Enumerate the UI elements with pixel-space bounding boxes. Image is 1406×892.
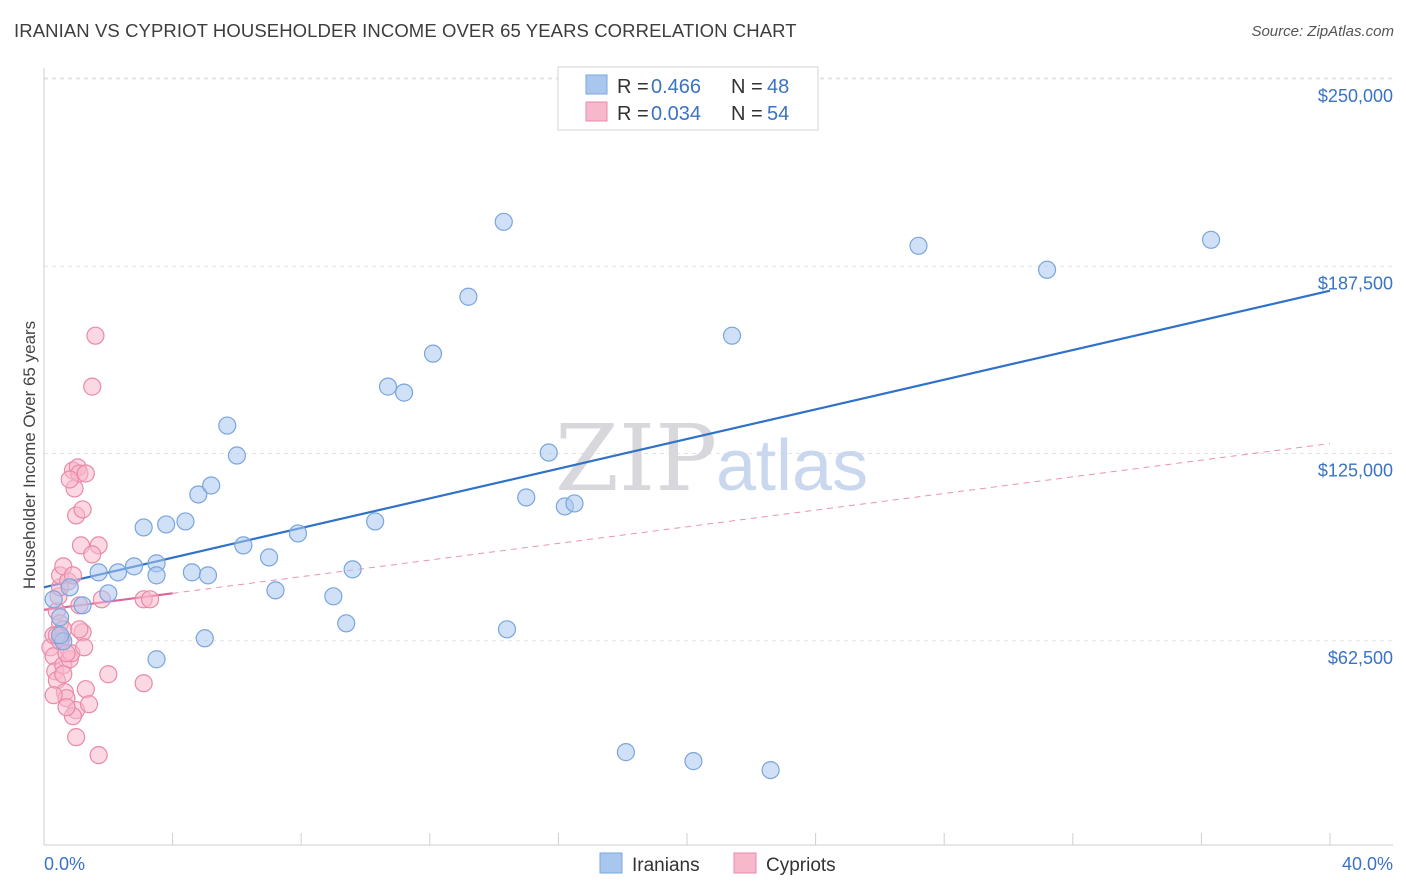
bottom-legend-swatch-iranians xyxy=(599,852,623,874)
y-tick-label-1: $125,000 xyxy=(1318,461,1393,481)
point-iranians-46 xyxy=(195,629,214,648)
point-iranians-18 xyxy=(218,416,237,435)
point-iranians-16 xyxy=(176,512,195,531)
legend-n-value-1: 48 xyxy=(767,76,789,98)
point-iranians-25 xyxy=(343,560,362,579)
point-cypriots-34 xyxy=(99,665,118,684)
point-iranians-15 xyxy=(189,485,208,504)
y-tick-label-2: $187,500 xyxy=(1318,273,1393,293)
point-iranians-45 xyxy=(1201,230,1221,249)
point-cypriots-39 xyxy=(76,464,95,483)
source-label: Source: ZipAtlas.com xyxy=(1251,23,1394,40)
point-iranians-22 xyxy=(259,548,279,567)
axes xyxy=(43,68,1393,846)
point-iranians-11 xyxy=(134,518,153,537)
point-iranians-36 xyxy=(539,443,558,462)
legend-n-label-2: N = xyxy=(731,103,763,125)
legend-swatch-iranians xyxy=(585,74,608,95)
bottom-legend-cypriots: Cypriots xyxy=(766,855,836,876)
point-iranians-28 xyxy=(366,512,385,531)
point-iranians-1 xyxy=(50,608,70,627)
y-tick-labels: $62,500 $125,000 $187,500 $250,000 xyxy=(1318,86,1393,668)
point-cypriots-53 xyxy=(83,545,102,564)
point-cypriots-38 xyxy=(60,470,79,489)
point-iranians-3 xyxy=(50,626,70,645)
y-tick-label-0: $62,500 xyxy=(1328,648,1393,668)
point-iranians-34 xyxy=(497,620,517,639)
point-cypriots-49 xyxy=(73,500,92,519)
point-iranians-8 xyxy=(99,584,118,603)
correlation-legend: R = 0.466 N = 48 R = 0.034 N = 54 xyxy=(557,66,819,131)
point-iranians-21 xyxy=(234,536,253,555)
point-iranians-0 xyxy=(44,590,63,609)
watermark-atlas: atlas xyxy=(716,426,868,506)
legend-n-value-2: 54 xyxy=(767,103,789,125)
y-tick-label-3: $250,000 xyxy=(1318,86,1393,106)
point-iranians-47 xyxy=(147,650,166,669)
point-cypriots-29 xyxy=(75,638,94,657)
point-iranians-7 xyxy=(108,563,128,582)
point-iranians-27 xyxy=(337,614,356,633)
point-cypriots-30 xyxy=(83,377,102,396)
watermark-zip: ZIP xyxy=(555,405,717,512)
point-cypriots-44 xyxy=(140,590,160,609)
point-iranians-30 xyxy=(394,383,414,402)
point-iranians-42 xyxy=(761,760,780,780)
point-iranians-44 xyxy=(1037,260,1057,279)
y-axis-title: Householder Income Over 65 years xyxy=(20,321,39,589)
point-iranians-41 xyxy=(722,326,742,345)
bottom-legend-iranians: Iranians xyxy=(632,855,700,876)
point-iranians-35 xyxy=(517,488,536,507)
point-iranians-17 xyxy=(202,476,221,495)
point-cypriots-52 xyxy=(70,620,89,639)
legend-n-label-1: N = xyxy=(731,76,763,98)
legend-r-label-1: R = xyxy=(617,76,649,98)
data-points xyxy=(41,212,1221,780)
point-iranians-38 xyxy=(565,494,584,513)
point-iranians-4 xyxy=(60,578,79,597)
point-iranians-23 xyxy=(266,581,285,600)
point-iranians-32 xyxy=(459,287,478,306)
point-cypriots-42 xyxy=(89,746,108,765)
bottom-legend-swatch-cypriots xyxy=(733,852,757,874)
point-iranians-29 xyxy=(378,377,398,396)
point-iranians-39 xyxy=(616,743,636,762)
legend-r-value-1: 0.466 xyxy=(651,76,701,98)
watermark: ZIP atlas xyxy=(555,405,868,512)
legend-r-value-2: 0.034 xyxy=(651,103,701,125)
point-iranians-26 xyxy=(324,587,343,606)
point-iranians-5 xyxy=(73,596,92,615)
point-iranians-12 xyxy=(157,515,176,534)
point-cypriots-27 xyxy=(67,728,86,747)
point-iranians-9 xyxy=(124,557,144,576)
trendline-extension-cypriots xyxy=(172,443,1331,594)
point-cypriots-36 xyxy=(44,686,63,705)
point-iranians-19 xyxy=(227,446,246,465)
point-iranians-24 xyxy=(288,524,308,543)
point-iranians-14 xyxy=(182,563,201,582)
x-tick-label-min: 0.0% xyxy=(44,854,85,874)
point-cypriots-47 xyxy=(54,665,73,684)
point-cypriots-41 xyxy=(57,698,76,717)
point-iranians-33 xyxy=(494,212,513,231)
point-iranians-6 xyxy=(89,563,108,582)
point-iranians-13 xyxy=(147,566,166,585)
point-iranians-31 xyxy=(423,344,443,363)
point-iranians-20 xyxy=(198,566,218,585)
point-cypriots-28 xyxy=(76,680,95,699)
series-legend: Iranians Cypriots xyxy=(599,852,836,876)
chart-title: IRANIAN VS CYPRIOT HOUSEHOLDER INCOME OV… xyxy=(14,20,797,41)
legend-swatch-cypriots xyxy=(585,101,608,122)
point-iranians-40 xyxy=(684,752,703,771)
point-cypriots-45 xyxy=(134,674,153,693)
legend-r-label-2: R = xyxy=(617,103,649,125)
trendline-iranians xyxy=(43,289,1331,589)
point-cypriots-31 xyxy=(86,326,105,345)
point-cypriots-40 xyxy=(79,695,99,714)
x-tick-label-max: 40.0% xyxy=(1342,854,1393,874)
gridlines xyxy=(44,77,1393,642)
point-iranians-43 xyxy=(909,236,928,255)
